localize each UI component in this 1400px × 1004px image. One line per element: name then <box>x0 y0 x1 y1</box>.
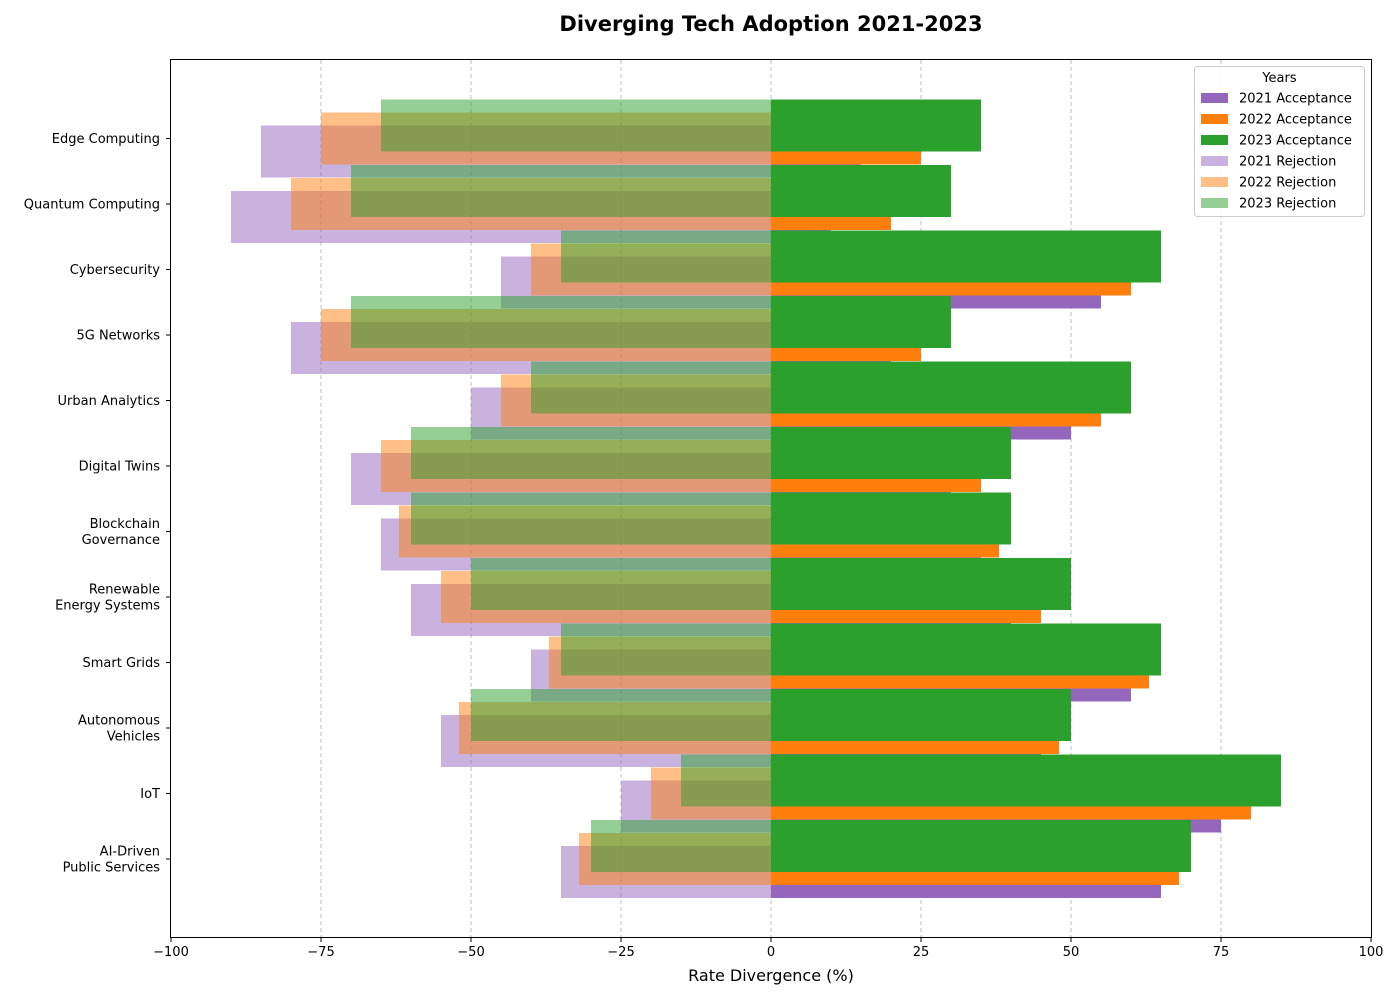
bar-2023-acceptance-renewable-energy-systems <box>771 558 1071 610</box>
bar-2023-acceptance-urban-analytics <box>771 361 1131 414</box>
bar-2023-rejection-digital-twins <box>411 427 771 479</box>
bar-2023-rejection-renewable-energy-systems <box>471 558 771 610</box>
bar-2023-rejection-quantum-computing <box>351 165 771 217</box>
y-tick-label-renewable-energy-systems: Renewable Energy Systems <box>55 583 160 614</box>
legend-swatch-2021-acceptance <box>1201 93 1228 103</box>
legend-swatch-2021-rejection <box>1201 156 1228 166</box>
x-axis-title: Rate Divergence (%) <box>688 966 854 985</box>
y-tick-label-smart-grids: Smart Grids <box>82 656 160 671</box>
bars <box>231 99 1281 898</box>
y-tick-label-edge-computing: Edge Computing <box>52 132 160 147</box>
legend-box <box>1194 66 1365 217</box>
x-tick-label: 75 <box>1213 945 1230 960</box>
x-tick-label: −50 <box>457 945 484 960</box>
legend-label-2023-rejection: 2023 Rejection <box>1239 197 1336 212</box>
bar-2023-acceptance-quantum-computing <box>771 165 951 217</box>
legend-swatch-2023-acceptance <box>1201 135 1228 145</box>
x-tick-label: −100 <box>153 945 189 960</box>
y-tick-label-quantum-computing: Quantum Computing <box>24 198 160 213</box>
legend: Years 2021 Acceptance 2022 Acceptance 2023 … <box>1194 66 1365 217</box>
bar-2023-acceptance-5g-networks <box>771 296 951 348</box>
bar-2023-acceptance-edge-computing <box>771 99 981 152</box>
x-tick-label: 25 <box>913 945 930 960</box>
bar-2023-acceptance-cybersecurity <box>771 230 1161 283</box>
bar-2023-rejection-5g-networks <box>351 296 771 348</box>
x-tick-label: −25 <box>607 945 634 960</box>
x-ticks: −100 −75 −50 −25 0 25 50 75 100 <box>153 937 1383 960</box>
bar-2023-acceptance-autonomous-vehicles <box>771 689 1071 741</box>
x-tick-label: 50 <box>1063 945 1080 960</box>
legend-swatch-2022-rejection <box>1201 177 1228 187</box>
legend-swatch-2022-acceptance <box>1201 114 1228 124</box>
bar-2023-rejection-edge-computing <box>381 99 771 152</box>
bar-2023-rejection-blockchain-governance <box>411 492 771 545</box>
legend-label-2022-acceptance: 2022 Acceptance <box>1239 113 1352 128</box>
y-tick-label-iot: IoT <box>140 787 160 802</box>
y-tick-label-ai-driven-public-services: AI-Driven Public Services <box>63 845 161 876</box>
x-tick-label: 100 <box>1359 945 1384 960</box>
bar-2023-rejection-iot <box>681 754 771 807</box>
legend-label-2021-rejection: 2021 Rejection <box>1239 155 1336 170</box>
y-tick-label-5g-networks: 5G Networks <box>76 329 160 344</box>
bar-2023-acceptance-iot <box>771 754 1281 807</box>
bar-2023-rejection-urban-analytics <box>531 361 771 414</box>
x-tick-label: −75 <box>307 945 334 960</box>
legend-label-2021-acceptance: 2021 Acceptance <box>1239 92 1352 107</box>
bar-2023-rejection-autonomous-vehicles <box>471 689 771 741</box>
bar-2023-rejection-smart-grids <box>561 623 771 676</box>
bar-2023-acceptance-ai-driven-public-services <box>771 820 1191 872</box>
y-tick-label-cybersecurity: Cybersecurity <box>70 263 161 278</box>
bar-2023-rejection-ai-driven-public-services <box>591 820 771 872</box>
y-tick-label-urban-analytics: Urban Analytics <box>58 394 161 409</box>
legend-title: Years <box>1261 71 1297 86</box>
chart-title: Diverging Tech Adoption 2021-2023 <box>559 12 982 36</box>
y-tick-label-autonomous-vehicles: Autonomous Vehicles <box>78 714 160 745</box>
y-tick-label-blockchain-governance: Blockchain Governance <box>82 517 160 548</box>
legend-swatch-2023-rejection <box>1201 198 1228 208</box>
bar-2023-acceptance-blockchain-governance <box>771 492 1011 545</box>
y-tick-label-digital-twins: Digital Twins <box>79 460 161 475</box>
bar-2023-rejection-cybersecurity <box>561 230 771 283</box>
bar-2023-acceptance-smart-grids <box>771 623 1161 676</box>
legend-label-2023-acceptance: 2023 Acceptance <box>1239 134 1352 149</box>
bar-2023-acceptance-digital-twins <box>771 427 1011 479</box>
legend-label-2022-rejection: 2022 Rejection <box>1239 176 1336 191</box>
y-ticks: Edge Computing Quantum Computing Cybersecu… <box>24 132 171 876</box>
x-tick-label: 0 <box>767 945 775 960</box>
